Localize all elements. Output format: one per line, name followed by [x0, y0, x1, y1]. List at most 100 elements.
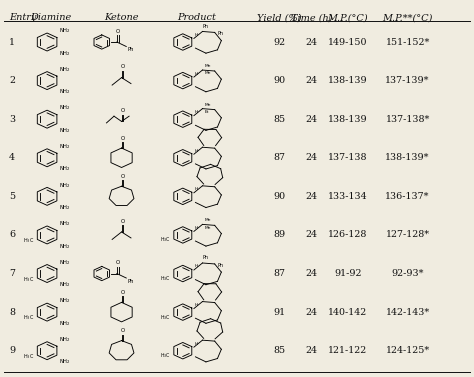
Text: 6: 6	[9, 230, 15, 239]
Text: H$_3$C: H$_3$C	[23, 275, 34, 284]
Text: 87: 87	[273, 269, 285, 278]
Text: H$_3$C: H$_3$C	[23, 313, 34, 322]
Text: NH$_2$: NH$_2$	[59, 242, 71, 251]
Text: Me: Me	[204, 218, 211, 222]
Text: 90: 90	[273, 192, 285, 201]
Text: H$_3$C: H$_3$C	[160, 313, 171, 322]
Text: Yield (%): Yield (%)	[257, 13, 301, 22]
Text: Ph: Ph	[127, 47, 134, 52]
Text: NH$_2$: NH$_2$	[59, 126, 71, 135]
Text: 24: 24	[305, 269, 318, 278]
Text: H: H	[194, 226, 198, 230]
Text: 85: 85	[273, 115, 285, 124]
Text: 8: 8	[9, 308, 15, 317]
Text: 87: 87	[273, 153, 285, 162]
Text: Ph: Ph	[217, 31, 223, 36]
Text: 24: 24	[305, 230, 318, 239]
Text: NH$_2$: NH$_2$	[59, 357, 71, 366]
Text: H: H	[194, 187, 198, 191]
Text: H: H	[194, 149, 198, 153]
Text: 138-139: 138-139	[328, 76, 367, 85]
Text: Ph: Ph	[202, 255, 209, 260]
Text: NH$_2$: NH$_2$	[59, 219, 71, 228]
Text: Me: Me	[204, 71, 211, 75]
Text: H: H	[194, 342, 198, 346]
Text: H: H	[194, 72, 198, 75]
Text: 1: 1	[9, 38, 15, 46]
Text: NH$_2$: NH$_2$	[59, 258, 71, 267]
Text: Et: Et	[204, 110, 209, 114]
Text: H: H	[194, 33, 198, 37]
Text: 7: 7	[9, 269, 15, 278]
Text: O: O	[120, 219, 125, 224]
Text: Ph: Ph	[202, 24, 209, 29]
Text: NH$_2$: NH$_2$	[59, 203, 71, 212]
Text: H$_3$C: H$_3$C	[160, 236, 171, 244]
Text: 24: 24	[305, 38, 318, 46]
Text: 90: 90	[273, 76, 285, 85]
Text: 137-139*: 137-139*	[385, 76, 430, 85]
Text: 5: 5	[9, 192, 15, 201]
Text: 138-139: 138-139	[328, 115, 367, 124]
Text: 3: 3	[9, 115, 15, 124]
Text: O: O	[120, 64, 125, 69]
Text: NH$_2$: NH$_2$	[59, 142, 71, 151]
Text: Ketone: Ketone	[104, 13, 139, 22]
Text: H$_3$C: H$_3$C	[160, 274, 171, 283]
Text: O: O	[120, 108, 125, 113]
Text: O: O	[120, 174, 125, 179]
Text: Me: Me	[204, 225, 211, 230]
Text: 92-93*: 92-93*	[392, 269, 424, 278]
Text: NH$_2$: NH$_2$	[59, 164, 71, 173]
Text: NH$_2$: NH$_2$	[59, 296, 71, 305]
Text: Entry: Entry	[9, 13, 36, 22]
Text: H$_3$C: H$_3$C	[23, 236, 34, 245]
Text: 24: 24	[305, 153, 318, 162]
Text: 4: 4	[9, 153, 15, 162]
Text: NH$_2$: NH$_2$	[59, 49, 71, 58]
Text: H$_3$C: H$_3$C	[23, 352, 34, 361]
Text: O: O	[116, 29, 120, 34]
Text: Product: Product	[177, 13, 217, 22]
Text: 24: 24	[305, 346, 318, 355]
Text: NH$_2$: NH$_2$	[59, 65, 71, 74]
Text: NH$_2$: NH$_2$	[59, 104, 71, 112]
Text: H: H	[194, 303, 198, 307]
Text: Me: Me	[204, 103, 211, 107]
Text: 92: 92	[273, 38, 285, 46]
Text: Diamine: Diamine	[30, 13, 72, 22]
Text: NH$_2$: NH$_2$	[59, 319, 71, 328]
Text: M.P.**(°C): M.P.**(°C)	[383, 13, 433, 22]
Text: 127-128*: 127-128*	[385, 230, 429, 239]
Text: H: H	[194, 265, 198, 268]
Text: 137-138: 137-138	[328, 153, 367, 162]
Text: NH$_2$: NH$_2$	[59, 335, 71, 344]
Text: 137-138*: 137-138*	[385, 115, 430, 124]
Text: 9: 9	[9, 346, 15, 355]
Text: O: O	[116, 260, 120, 265]
Text: O: O	[120, 328, 125, 333]
Text: 24: 24	[305, 308, 318, 317]
Text: 24: 24	[305, 192, 318, 201]
Text: 149-150: 149-150	[328, 38, 367, 46]
Text: 91-92: 91-92	[334, 269, 362, 278]
Text: Me: Me	[204, 64, 211, 68]
Text: NH$_2$: NH$_2$	[59, 181, 71, 190]
Text: Ph: Ph	[217, 263, 223, 268]
Text: H$_3$C: H$_3$C	[160, 351, 171, 360]
Text: 142-143*: 142-143*	[385, 308, 430, 317]
Text: NH$_2$: NH$_2$	[59, 87, 71, 96]
Text: H: H	[194, 110, 198, 114]
Text: 24: 24	[305, 76, 318, 85]
Text: 151-152*: 151-152*	[385, 38, 430, 46]
Text: O: O	[120, 290, 125, 295]
Text: Ph: Ph	[127, 279, 134, 284]
Text: 89: 89	[273, 230, 285, 239]
Text: 24: 24	[305, 115, 318, 124]
Text: 124-125*: 124-125*	[385, 346, 430, 355]
Text: Time (h): Time (h)	[291, 13, 332, 22]
Text: 140-142: 140-142	[328, 308, 367, 317]
Text: 121-122: 121-122	[328, 346, 367, 355]
Text: 85: 85	[273, 346, 285, 355]
Text: M.P.(°C): M.P.(°C)	[328, 13, 368, 22]
